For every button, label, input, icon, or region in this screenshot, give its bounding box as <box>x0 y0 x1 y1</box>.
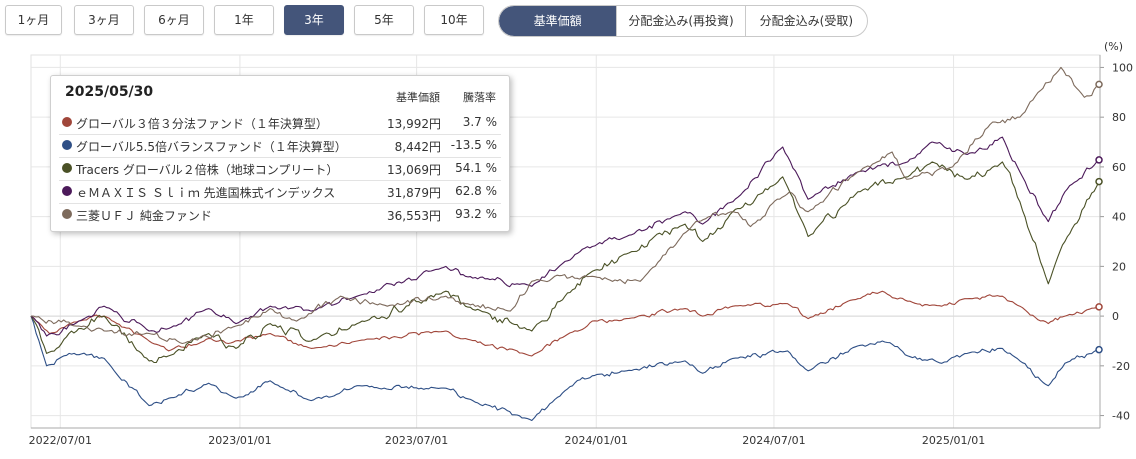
series-end-marker <box>1095 303 1103 311</box>
tooltip-row: グローバル5.5倍バランスファンド（１年決算型） 8,442円 -13.5 % <box>51 135 509 157</box>
series-price: 8,442円 <box>394 140 441 154</box>
tooltip-row: Tracers グローバル２倍株（地球コンプリート） 13,069円 54.1 … <box>51 158 509 180</box>
y-tick-label: 0 <box>1112 310 1119 323</box>
y-tick-label: -40 <box>1112 410 1130 423</box>
y-tick-label: 80 <box>1112 111 1126 124</box>
series-name: グローバル5.5倍バランスファンド（１年決算型） <box>76 140 347 154</box>
series-pct: 62.8 % <box>455 184 497 198</box>
series-pct: 3.7 % <box>462 115 497 129</box>
series-line <box>30 161 1100 364</box>
series-line <box>30 290 1100 357</box>
series-line <box>30 136 1100 337</box>
x-tick-label: 2023/07/01 <box>385 434 448 447</box>
period-5y-button[interactable]: 5年 <box>354 5 414 35</box>
tooltip-row: ｅＭＡＸＩＳ Ｓｌｉｍ 先進国株式インデックス 31,879円 62.8 % <box>51 181 509 203</box>
tooltip-row: 三菱ＵＦＪ 純金ファンド 36,553円 93.2 % <box>51 204 509 226</box>
series-end-marker <box>1095 80 1103 89</box>
series-end-marker <box>1095 177 1103 186</box>
tooltip-pct-header: 騰落率 <box>463 91 496 104</box>
series-pct: 54.1 % <box>455 161 497 175</box>
chart-tooltip: 2025/05/30 基準価額 騰落率 グローバル３倍３分法ファンド（１年決算型… <box>50 75 510 232</box>
series-color-dot <box>62 163 72 173</box>
series-name: グローバル３倍３分法ファンド（１年決算型） <box>76 117 328 131</box>
series-price: 31,879円 <box>387 186 441 200</box>
y-tick-label: 20 <box>1112 260 1126 273</box>
x-tick-label: 2024/01/01 <box>565 434 628 447</box>
y-tick-label: 40 <box>1112 211 1126 224</box>
series-color-dot <box>62 209 72 219</box>
y-tick-label: -20 <box>1112 360 1130 373</box>
y-unit-label: (%) <box>1104 40 1123 53</box>
tooltip-price-header: 基準価額 <box>396 91 440 104</box>
series-color-dot <box>62 117 72 127</box>
tooltip-date: 2025/05/30 <box>65 84 154 100</box>
period-10y-button[interactable]: 10年 <box>424 5 484 35</box>
series-end-marker <box>1095 345 1103 354</box>
series-pct: 93.2 % <box>455 207 497 221</box>
period-1y-button[interactable]: 1年 <box>214 5 274 35</box>
period-6m-button[interactable]: 6ヶ月 <box>144 5 204 35</box>
series-name: 三菱ＵＦＪ 純金ファンド <box>76 209 212 223</box>
y-tick-label: 60 <box>1112 161 1126 174</box>
series-end-marker <box>1095 156 1103 164</box>
x-tick-label: 2025/01/01 <box>922 434 985 447</box>
tooltip-row: グローバル３倍３分法ファンド（１年決算型） 13,992円 3.7 % <box>51 112 509 134</box>
x-tick-label: 2022/07/01 <box>29 434 92 447</box>
series-price: 13,992円 <box>387 117 441 131</box>
series-price: 36,553円 <box>387 209 441 223</box>
period-1m-button[interactable]: 1ヶ月 <box>5 5 62 35</box>
x-tick-label: 2023/01/01 <box>208 434 271 447</box>
y-tick-label: 100 <box>1112 61 1133 74</box>
period-3m-button[interactable]: 3ヶ月 <box>74 5 134 35</box>
series-color-dot <box>62 140 72 150</box>
mode-received-button[interactable]: 分配金込み(受取) <box>744 6 867 36</box>
series-color-dot <box>62 186 72 196</box>
period-3y-button[interactable]: 3年 <box>284 5 344 35</box>
series-price: 13,069円 <box>387 163 441 177</box>
value-mode-toggle: 基準価額 分配金込み(再投資) 分配金込み(受取) <box>498 5 868 37</box>
mode-reinvest-button[interactable]: 分配金込み(再投資) <box>616 6 744 36</box>
mode-nav-button[interactable]: 基準価額 <box>499 6 617 36</box>
series-line <box>30 315 1100 422</box>
series-name: Tracers グローバル２倍株（地球コンプリート） <box>76 163 339 177</box>
series-name: ｅＭＡＸＩＳ Ｓｌｉｍ 先進国株式インデックス <box>76 186 336 200</box>
series-pct: -13.5 % <box>450 138 497 152</box>
x-tick-label: 2024/07/01 <box>742 434 805 447</box>
series-line <box>31 66 1100 345</box>
